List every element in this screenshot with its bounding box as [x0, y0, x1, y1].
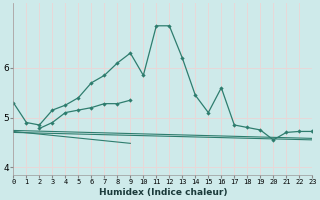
X-axis label: Humidex (Indice chaleur): Humidex (Indice chaleur)	[99, 188, 227, 197]
